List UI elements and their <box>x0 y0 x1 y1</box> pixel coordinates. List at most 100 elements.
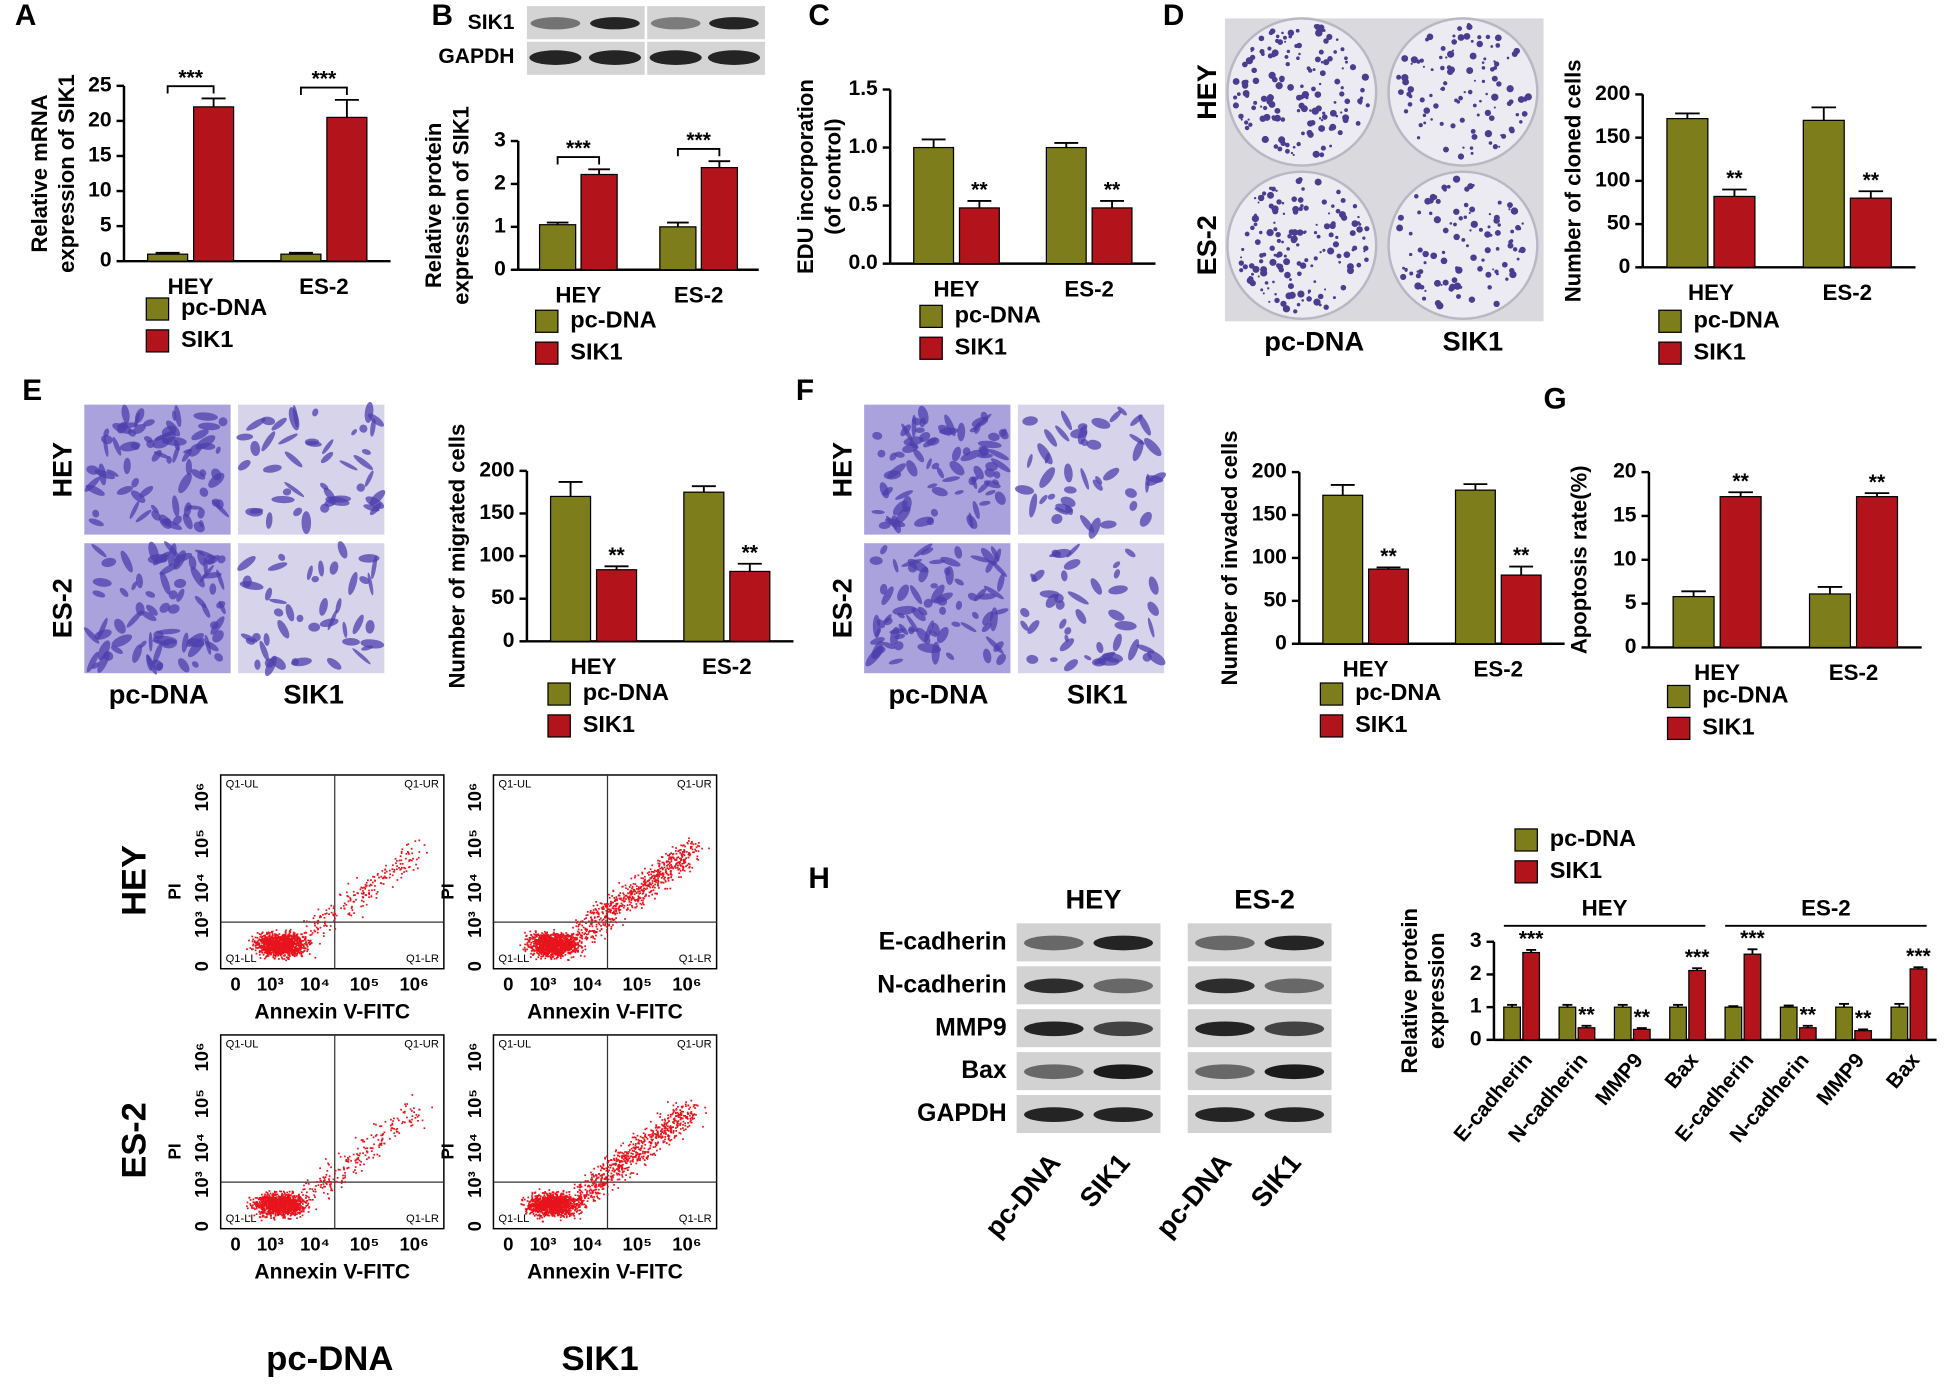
cell <box>360 639 385 649</box>
colony <box>1306 66 1311 71</box>
cell <box>1142 652 1152 662</box>
flow-dot <box>538 951 541 954</box>
flow-dot <box>264 949 267 952</box>
flow-dot <box>556 956 558 959</box>
flow-dot <box>539 947 542 950</box>
flow-dot <box>678 849 681 852</box>
flow-dot <box>670 852 673 855</box>
flow-dot <box>294 934 296 937</box>
colony <box>1258 35 1265 42</box>
flow-dot <box>641 871 644 874</box>
colony <box>1335 208 1341 214</box>
flow-dot <box>569 951 572 954</box>
colony <box>1471 133 1478 140</box>
flow-dot <box>575 943 577 946</box>
flow-dot <box>401 872 403 875</box>
flow-dot <box>569 939 572 942</box>
colony <box>1494 34 1502 42</box>
flow-dot <box>570 946 573 949</box>
flow-dot <box>278 940 280 943</box>
flow-dot <box>596 904 599 907</box>
x-tick-label: HEY <box>168 274 214 299</box>
colony <box>1409 271 1414 276</box>
cell <box>271 496 295 504</box>
cell <box>136 573 143 589</box>
bar <box>1454 489 1496 645</box>
colony <box>1310 264 1314 268</box>
flow-dot <box>573 941 576 944</box>
bar <box>1909 968 1928 1041</box>
cell <box>121 404 130 424</box>
flow-dot <box>652 877 655 880</box>
quadrant-label: Q1-LR <box>406 953 439 965</box>
flow-dot <box>651 875 654 877</box>
flow-dot <box>560 936 563 939</box>
flow-dot <box>549 937 551 940</box>
flow-dot <box>269 941 272 944</box>
colony <box>1430 68 1434 72</box>
error-bar <box>1636 1027 1647 1030</box>
flow-dot <box>697 850 700 853</box>
flow-dot <box>289 931 292 934</box>
cell <box>930 508 939 517</box>
flow-dot <box>289 938 291 941</box>
cell <box>145 591 156 598</box>
flow-dot <box>625 909 628 911</box>
flow-dot <box>670 860 673 863</box>
flow-plot <box>219 774 445 970</box>
flow-dot <box>661 873 664 876</box>
flow-dot <box>530 952 532 955</box>
flow-dot <box>531 935 534 938</box>
colony <box>1287 234 1292 239</box>
colony <box>1423 261 1427 265</box>
flow-dot <box>285 941 288 944</box>
y-axis-label: PI <box>437 883 457 899</box>
flow-dot <box>319 942 321 945</box>
flow-dot <box>405 852 408 855</box>
colony <box>1318 125 1326 132</box>
flow-dot <box>304 931 307 934</box>
flow-dot <box>578 940 581 943</box>
flow-dot <box>608 905 611 907</box>
flow-dot <box>657 877 660 880</box>
flow-dot <box>609 909 612 912</box>
colony <box>1301 299 1304 302</box>
cell <box>1144 437 1162 457</box>
flow-dot <box>282 1190 285 1193</box>
cell <box>273 608 284 617</box>
colony <box>1240 256 1243 259</box>
colony <box>1253 222 1258 227</box>
cell <box>944 567 951 576</box>
flow-dot <box>601 919 604 922</box>
flow-dot <box>609 904 612 907</box>
colony <box>1462 146 1465 149</box>
colony <box>1317 293 1324 300</box>
bar <box>1798 1027 1817 1041</box>
cell <box>319 618 339 628</box>
flow-dot <box>627 888 629 891</box>
flow-dot <box>555 943 558 946</box>
colony <box>1422 250 1429 258</box>
colony <box>1418 123 1423 128</box>
flow-dot <box>671 866 674 869</box>
flow-dot <box>261 938 263 941</box>
cell <box>134 412 140 428</box>
cell <box>151 510 161 521</box>
flow-dot <box>261 1215 264 1218</box>
flow-dot <box>581 924 584 927</box>
flow-dot <box>539 935 541 937</box>
y-tick-label: 15 <box>1613 504 1637 527</box>
colony <box>1473 79 1476 82</box>
flow-dot <box>329 925 332 927</box>
flow-dot <box>572 950 575 952</box>
flow-dot <box>294 942 297 945</box>
flow-dot <box>292 937 295 940</box>
colony <box>1282 305 1291 313</box>
cell <box>211 499 230 518</box>
flow-dot <box>259 1202 262 1204</box>
cell <box>306 565 313 581</box>
flow-dot <box>571 943 574 946</box>
image-column-label: SIK1 <box>1067 679 1128 710</box>
colony <box>1321 114 1328 120</box>
